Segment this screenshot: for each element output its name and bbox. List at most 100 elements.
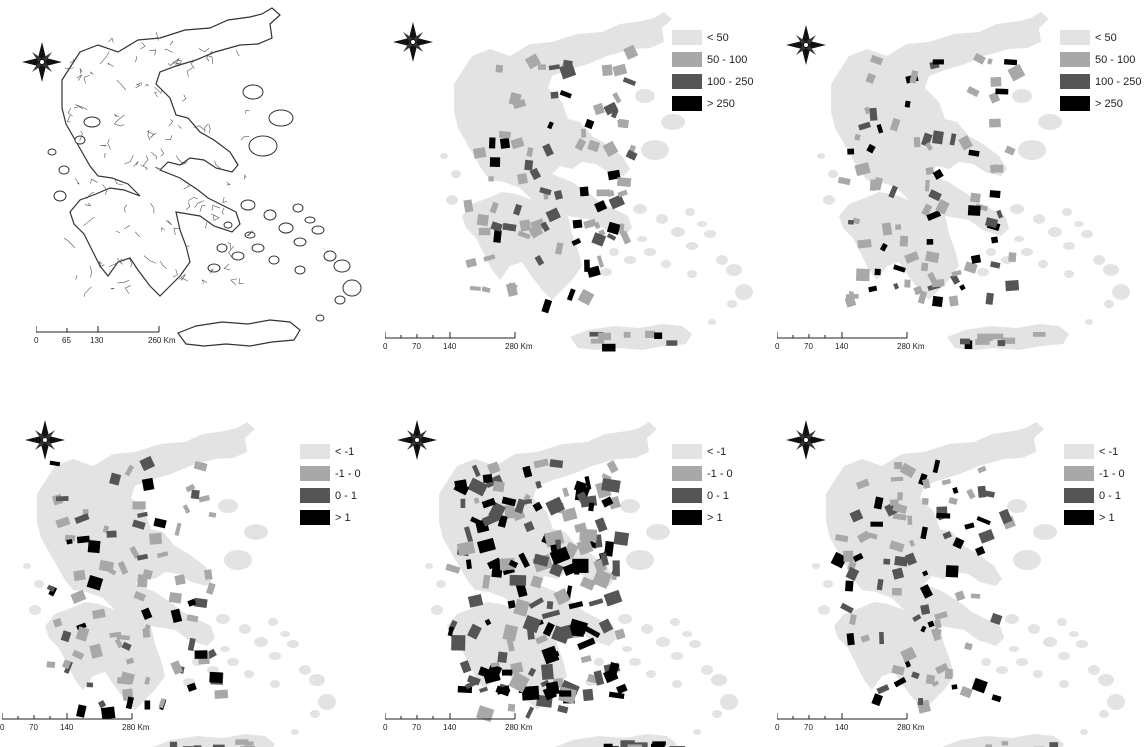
boundary-line [168,119,174,127]
boundary-line [165,220,172,226]
north-arrow-icon [397,420,437,460]
municipality-patch [66,539,73,545]
municipality-patch [501,496,517,507]
boundary-line [66,115,71,123]
municipality-patch [525,706,535,719]
legend-label: -1 - 0 [1099,467,1125,480]
municipality-patch [476,705,495,723]
boundary-line [142,155,149,167]
island-shape [278,222,294,234]
municipality-patch [476,537,496,554]
legend-item: -1 - 0 [300,466,361,481]
municipality-patch [849,614,857,626]
island-shape [1080,729,1088,735]
island-shape [83,116,101,128]
legend-swatch [300,466,330,481]
municipality-patch [920,262,929,272]
municipality-patch [471,464,481,478]
island-shape [244,670,254,678]
boundary-line [201,279,208,284]
island-shape [712,710,722,718]
island-shape [641,140,669,160]
map-group [425,422,738,747]
municipality-patch [55,496,69,502]
island-shape [1103,264,1119,276]
municipality-patch [601,64,613,77]
north-arrow-icon [25,420,65,460]
municipality-patch [75,626,90,642]
municipality-patch [895,224,902,230]
municipality-patch [573,565,580,575]
municipality-patch [533,458,549,469]
municipality-patch [879,631,885,645]
island-shape [34,580,44,588]
municipality-patch [606,221,621,235]
boundary-line [143,255,157,264]
municipality-patch [502,222,517,232]
scale-bar-line [776,332,908,339]
municipality-patch [893,676,907,688]
boundary-line [140,164,148,171]
legend-item: 0 - 1 [672,488,733,503]
island-shape [618,614,632,624]
island-shape [601,636,609,642]
municipality-patch [555,242,564,255]
municipality-patch [467,623,482,640]
legend-label: 0 - 1 [335,489,358,502]
municipality-patch [168,591,182,604]
municipality-patch [932,295,944,308]
legend-label: 0 - 1 [1099,489,1122,502]
municipality-patch [100,706,116,720]
municipality-patch [576,538,594,556]
municipality-patch [603,101,619,116]
municipality-patch [890,476,904,482]
municipality-patch [451,634,466,651]
municipality-patch [934,662,949,675]
map-canvas [22,7,362,347]
municipality-patch [909,70,919,84]
island-shape [1107,694,1125,710]
north-arrow-icon [786,420,826,460]
island-shape [626,550,654,570]
municipality-patch [169,741,178,747]
boundary-line [140,42,146,50]
municipality-patch [482,474,493,483]
legend-label: 100 - 250 [707,75,754,88]
municipality-patch [156,551,169,559]
legend-label: -1 - 0 [335,467,361,480]
boundary-line [145,84,150,87]
scale-tick-label: 0 [0,723,5,732]
municipality-patch [519,219,531,232]
map-group [23,422,336,747]
boundary-line [175,155,183,164]
municipality-patch [889,117,901,132]
island-shape [218,499,238,513]
island-shape [467,140,477,148]
boundary-line [155,32,159,41]
boundary-line [205,222,208,229]
municipality-patch [507,703,516,712]
municipality-patch [869,179,877,191]
boundary-line [116,79,127,91]
island-shape [693,729,701,735]
boundary-line [182,94,187,102]
island-shape [207,263,221,273]
boundary-line [238,278,244,284]
municipality-patch [517,230,531,240]
municipality-patch [465,559,472,570]
municipality-patch [990,236,999,244]
municipality-patch [653,743,665,747]
scale-tick-label: 0 [383,342,388,351]
municipality-patch [174,522,182,537]
island-shape [446,195,458,205]
boundary-line [108,37,114,43]
legend-swatch [300,444,330,459]
municipality-patch [121,641,132,651]
municipality-patch [523,520,535,533]
legend: < -1 -1 - 0 0 - 1 > 1 [1064,444,1125,525]
municipality-patch [584,475,592,490]
municipality-patch [990,76,1002,87]
boundary-line [102,184,108,195]
island-shape [656,637,670,647]
municipality-patch [502,568,515,576]
